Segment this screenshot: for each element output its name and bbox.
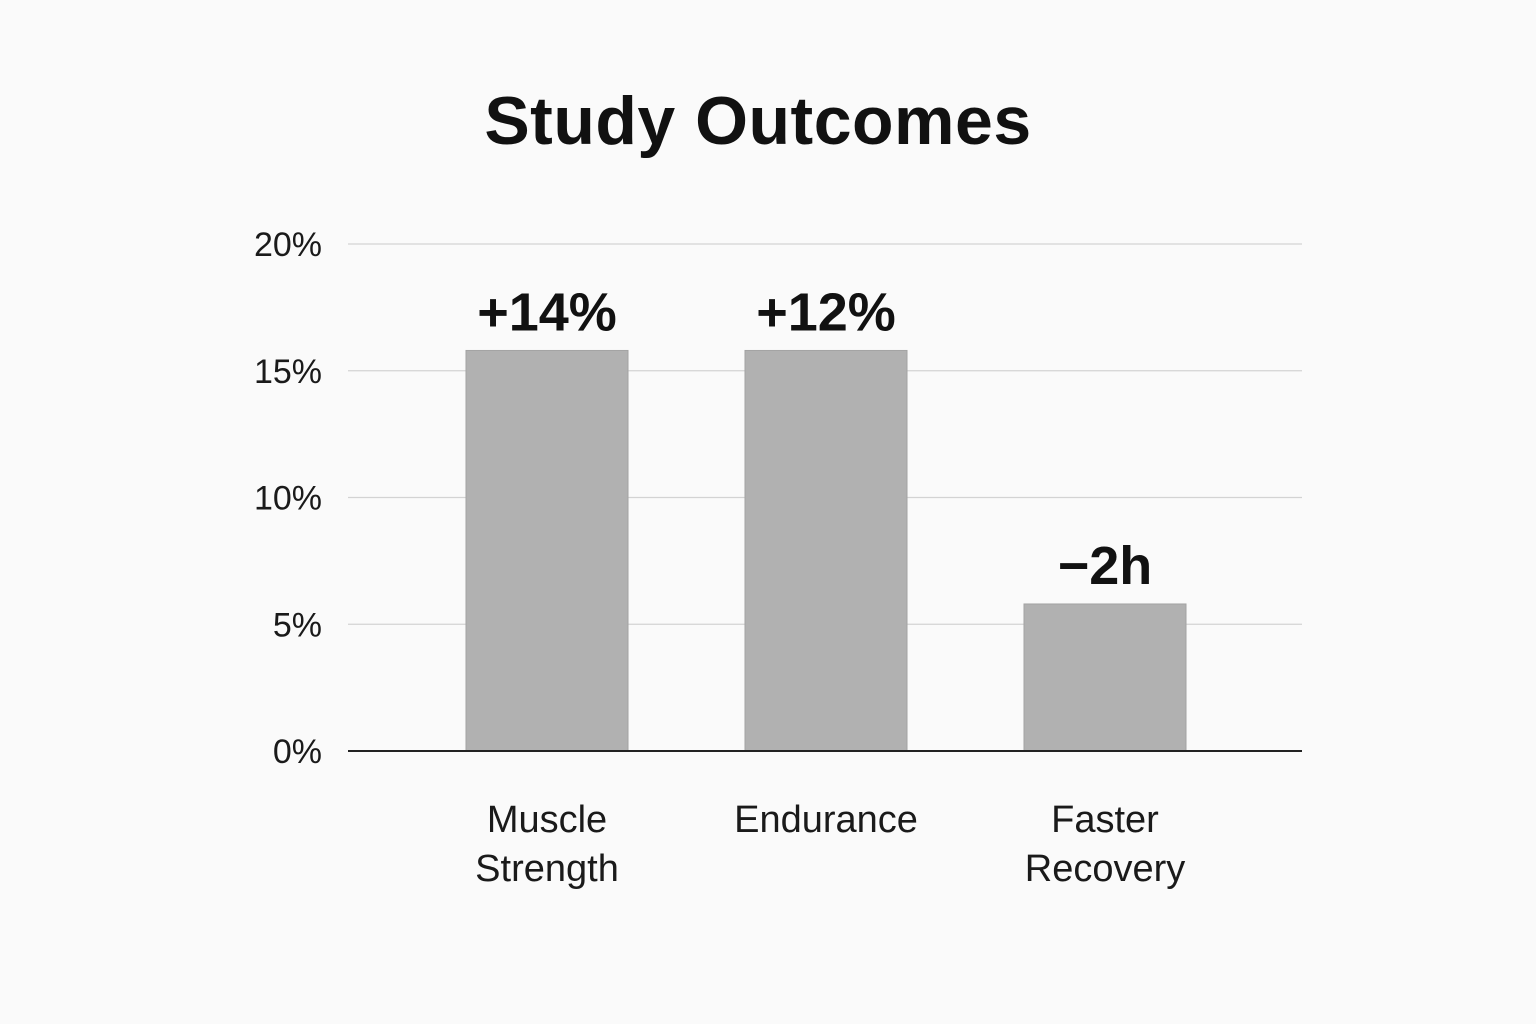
data-label: −2h bbox=[1058, 536, 1153, 596]
y-tick-label: 0% bbox=[273, 733, 322, 771]
y-tick-label: 10% bbox=[254, 480, 322, 518]
x-category-label: Recovery bbox=[1025, 848, 1186, 890]
data-label: +12% bbox=[756, 282, 896, 342]
x-category-label: Muscle bbox=[487, 799, 607, 841]
y-tick-label: 5% bbox=[273, 606, 322, 644]
bar bbox=[1023, 603, 1187, 752]
x-axis-categories: Muscle Strength Endurance Faster Recovery bbox=[475, 799, 1185, 890]
x-category-label: Faster bbox=[1051, 799, 1159, 841]
x-category-label: Endurance bbox=[734, 799, 918, 841]
x-category-label: Strength bbox=[475, 848, 619, 890]
data-labels: +14% +12% −2h bbox=[477, 282, 1152, 595]
y-tick-label: 15% bbox=[254, 353, 322, 391]
bar bbox=[465, 349, 629, 752]
chart-title: Study Outcomes bbox=[484, 83, 1032, 159]
bar bbox=[744, 349, 908, 752]
y-tick-label: 20% bbox=[254, 226, 322, 264]
data-label: +14% bbox=[477, 282, 617, 342]
bars bbox=[465, 349, 1187, 752]
y-axis-ticks: 0% 5% 10% 15% 20% bbox=[254, 226, 322, 771]
